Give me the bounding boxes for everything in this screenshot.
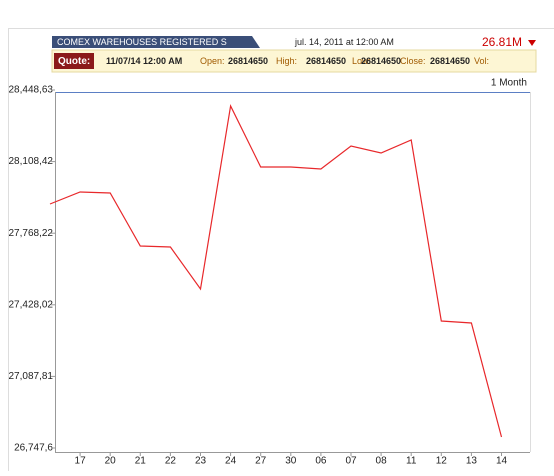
y-tick-label: 28,448,63 — [9, 85, 54, 96]
y-tick-label: 27,428,02 — [9, 299, 54, 310]
x-tick-label: 24 — [225, 456, 237, 467]
range: 1 Month — [491, 78, 527, 89]
x-tick-label: 06 — [315, 456, 327, 467]
y-tick-label: 26,747,6 — [14, 443, 53, 454]
high-label: High: — [276, 56, 297, 66]
x-tick-label: 27 — [255, 456, 267, 467]
tab-title: COMEX WAREHOUSES REGISTERED S — [57, 37, 227, 47]
x-tick-label: 23 — [195, 456, 207, 467]
x-tick-label: 12 — [436, 456, 448, 467]
quote-label: Quote: — [58, 56, 90, 67]
x-tick-label: 14 — [496, 456, 508, 467]
y-tick-label: 28,108,42 — [9, 156, 54, 167]
close-value: 26814650 — [430, 56, 470, 66]
x-tick-label: 13 — [466, 456, 478, 467]
panel — [9, 29, 554, 472]
date: jul. 14, 2011 at 12:00 AM — [294, 37, 394, 47]
x-tick-label: 30 — [285, 456, 297, 467]
y-tick-label: 27,768,22 — [9, 228, 54, 239]
x-tick-label: 22 — [165, 456, 177, 467]
x-tick-label: 08 — [376, 456, 388, 467]
last-value: 26.81M — [482, 35, 522, 49]
y-tick-label: 27,087,81 — [9, 371, 54, 382]
x-tick-label: 07 — [345, 456, 357, 467]
x-tick-label: 21 — [135, 456, 147, 467]
x-tick-label: 20 — [105, 456, 117, 467]
quote-time: 11/07/14 12:00 AM — [106, 56, 182, 66]
open-label: Open: — [200, 56, 225, 66]
low-value: 26814650 — [361, 56, 401, 66]
vol-label: Vol: — [474, 56, 489, 66]
x-tick-label: 11 — [406, 456, 417, 467]
x-tick-label: 17 — [75, 456, 87, 467]
close-label: Close: — [400, 56, 426, 66]
high-value: 26814650 — [306, 56, 346, 66]
open-value: 26814650 — [228, 56, 268, 66]
